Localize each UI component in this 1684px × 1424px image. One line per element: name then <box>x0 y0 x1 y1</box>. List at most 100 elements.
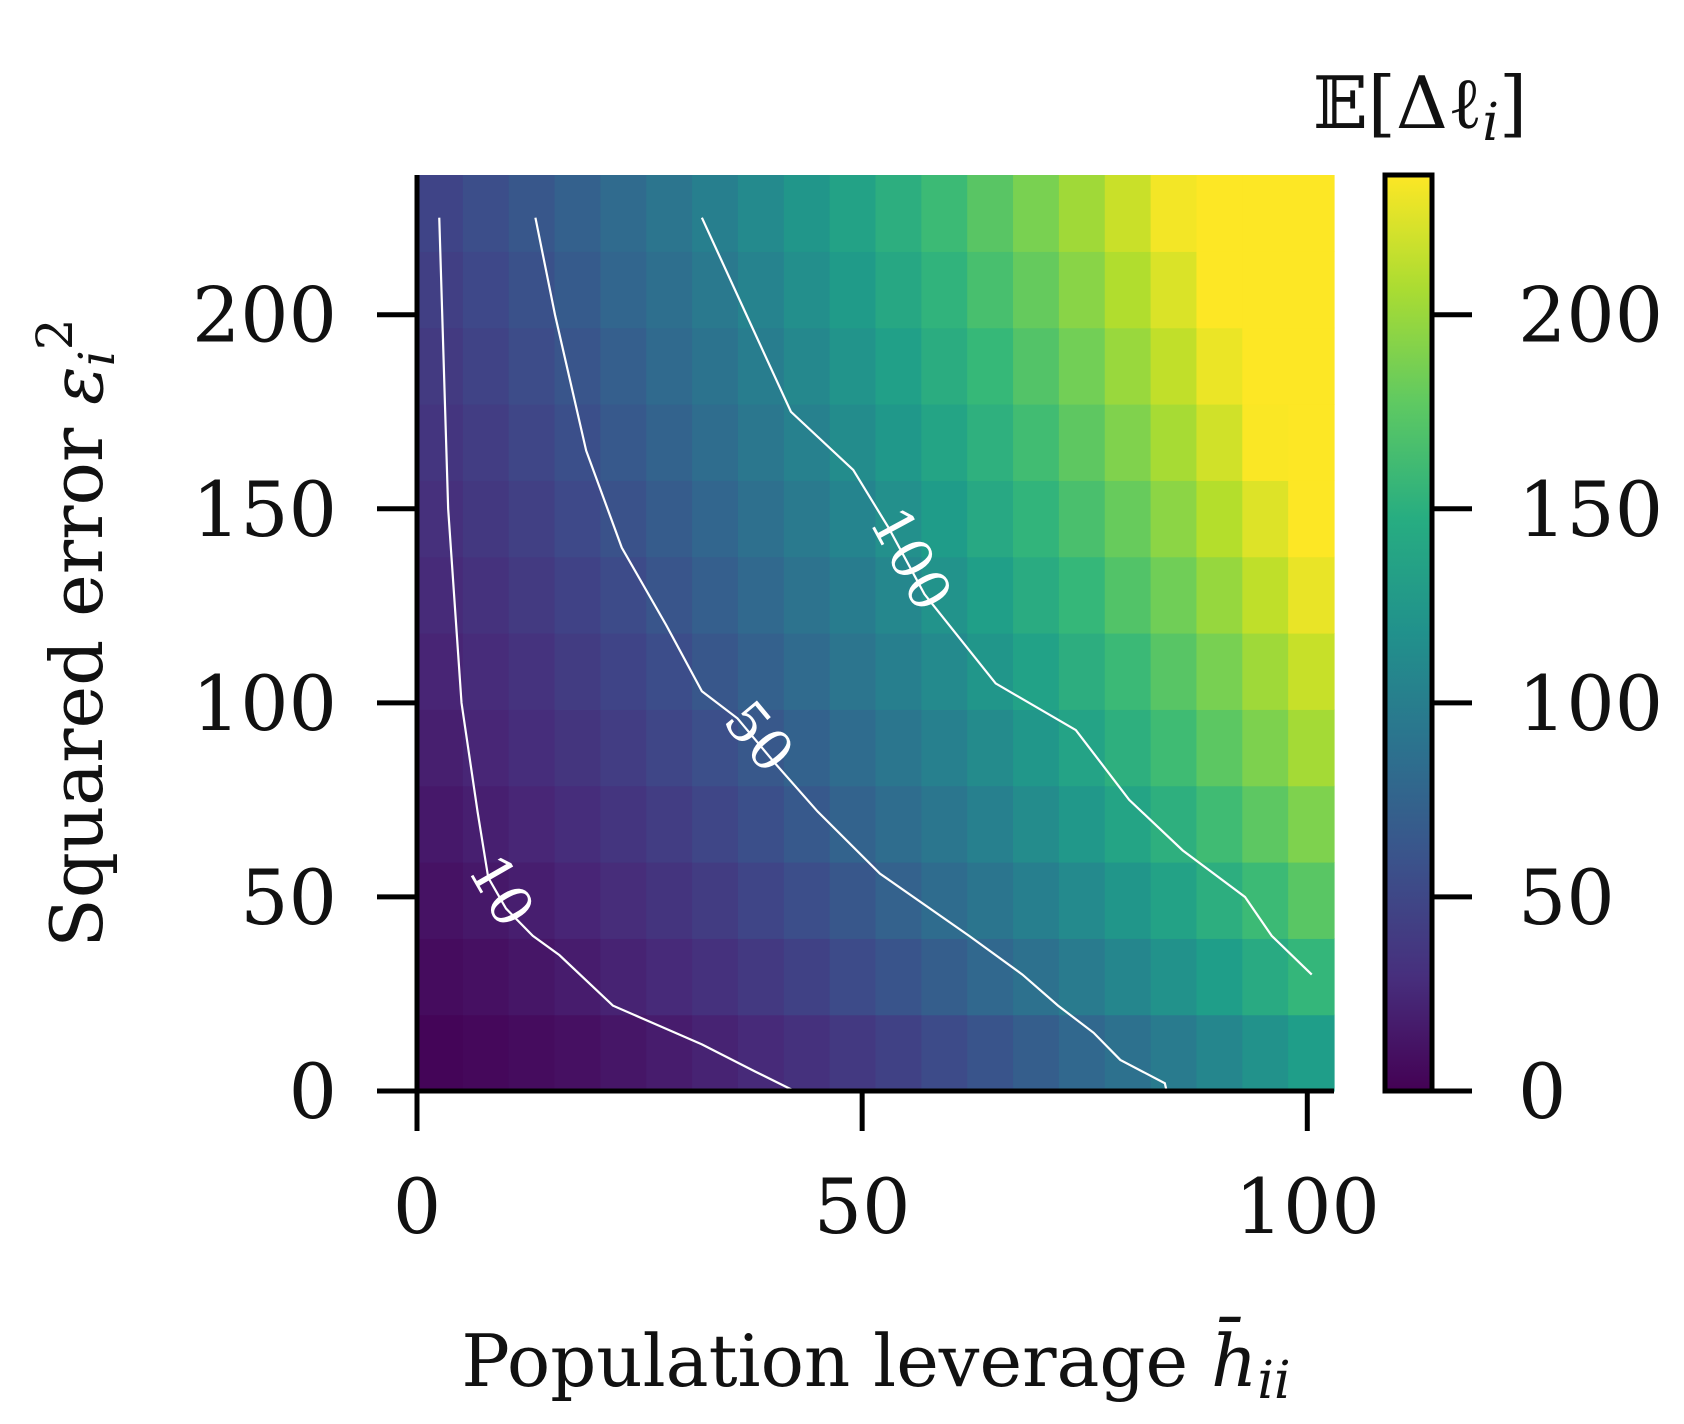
heatmap-cell <box>1242 327 1289 405</box>
heatmap-cell <box>462 938 510 1016</box>
heatmap-cell <box>1150 251 1198 329</box>
heatmap-cell <box>1288 404 1335 481</box>
heatmap-cell <box>921 175 968 252</box>
heatmap-cell <box>829 785 877 863</box>
heatmap-cell <box>462 556 510 634</box>
heatmap-cell <box>554 709 601 787</box>
heatmap-cell <box>1196 327 1243 405</box>
heatmap-cell <box>737 862 785 939</box>
heatmap-cell <box>417 862 464 939</box>
heatmap-cell <box>508 404 556 481</box>
heatmap-cell <box>1196 938 1243 1016</box>
heatmap-cell <box>967 1014 1014 1092</box>
heatmap-cell <box>462 175 510 252</box>
heatmap-cell <box>1150 633 1198 710</box>
heatmap-cell <box>646 251 693 329</box>
heatmap-cell <box>554 327 601 405</box>
heatmap-cell <box>1058 251 1106 329</box>
heatmap-cell <box>737 633 785 710</box>
heatmap-cell <box>462 709 510 787</box>
colorbar-tick-label: 100 <box>1518 659 1663 748</box>
heatmap-cell <box>1288 862 1335 939</box>
contour-line-10 <box>438 217 795 1092</box>
colorbar-tick-label: 150 <box>1518 465 1663 554</box>
heatmap-cell <box>829 1014 877 1092</box>
heatmap-cell <box>967 175 1014 252</box>
x-ticks: 0 50 100 <box>393 1091 1380 1251</box>
heatmap-cell <box>1150 709 1198 787</box>
heatmap-cell <box>1242 251 1289 329</box>
heatmap-cell <box>600 251 647 329</box>
colorbar: 0 50 100 150 200 <box>1382 172 1663 1136</box>
heatmap-cell <box>921 327 968 405</box>
heatmap-cell <box>875 862 922 939</box>
heatmap-cell <box>1150 480 1198 558</box>
heatmap-cell <box>1150 862 1198 939</box>
heatmap-cell <box>1104 404 1152 481</box>
heatmap-cell <box>417 327 464 405</box>
heatmap-cell <box>1058 1014 1106 1092</box>
heatmap-cell <box>737 938 785 1016</box>
heatmap-cell <box>1288 785 1335 863</box>
colorbar-ticks: 0 50 100 150 200 <box>1432 271 1663 1136</box>
heatmap-cell <box>646 633 693 710</box>
contour-lines <box>438 217 1313 1092</box>
heatmap-cell <box>1196 633 1243 710</box>
heatmap-cell <box>1013 785 1060 863</box>
heatmap-cell <box>1242 633 1289 710</box>
heatmap-cell <box>600 175 647 252</box>
y-axis-label: Squared error εi2 <box>26 318 126 947</box>
heatmap-cell <box>1104 480 1152 558</box>
heatmap-cell <box>462 1014 510 1092</box>
heatmap-cell <box>692 175 739 252</box>
heatmap-cell <box>921 251 968 329</box>
heatmap-cell <box>462 633 510 710</box>
heatmap-cell <box>875 633 922 710</box>
heatmap-cell <box>1104 938 1152 1016</box>
heatmap-cell <box>1150 785 1198 863</box>
heatmap-cell <box>1013 862 1060 939</box>
heatmap-cell <box>737 251 785 329</box>
heatmap-cell <box>646 556 693 634</box>
heatmap-cell <box>692 633 739 710</box>
heatmap-cell <box>508 633 556 710</box>
x-tick-label: 0 <box>393 1162 441 1251</box>
colorbar-tick-label: 200 <box>1518 271 1663 360</box>
heatmap-cell <box>829 175 877 252</box>
heatmap-cell <box>967 556 1014 634</box>
heatmap-cell <box>600 938 647 1016</box>
heatmap-cell <box>600 1014 647 1092</box>
heatmap-cell <box>1196 404 1243 481</box>
heatmap-cell <box>1058 556 1106 634</box>
heatmap-cell <box>737 1014 785 1092</box>
y-tick-label: 200 <box>192 271 337 360</box>
heatmap-cell <box>829 556 877 634</box>
heatmap-cell <box>508 709 556 787</box>
heatmap-cell <box>1242 785 1289 863</box>
heatmap-cell <box>462 327 510 405</box>
heatmap-cell <box>1288 480 1335 558</box>
heatmap-cell <box>1104 556 1152 634</box>
heatmap-cell <box>1058 709 1106 787</box>
heatmap-cell <box>1058 785 1106 863</box>
heatmap-cell <box>554 862 601 939</box>
heatmap-cell <box>600 633 647 710</box>
heatmap-cell <box>921 404 968 481</box>
heatmap-cell <box>462 785 510 863</box>
heatmap-cell <box>1104 251 1152 329</box>
heatmap-cell <box>829 327 877 405</box>
heatmap-cell <box>692 327 739 405</box>
heatmap-cell <box>554 633 601 710</box>
heatmap-cell <box>1242 1014 1289 1092</box>
heatmap-cell <box>692 480 739 558</box>
heatmap-cell <box>600 404 647 481</box>
heatmap-cell <box>646 1014 693 1092</box>
heatmap-cell <box>692 1014 739 1092</box>
heatmap-cell <box>692 251 739 329</box>
heatmap-cell <box>554 251 601 329</box>
y-tick-label: 150 <box>192 465 337 554</box>
heatmap-cell <box>508 1014 556 1092</box>
heatmap-cell <box>921 938 968 1016</box>
heatmap-cell <box>783 785 831 863</box>
